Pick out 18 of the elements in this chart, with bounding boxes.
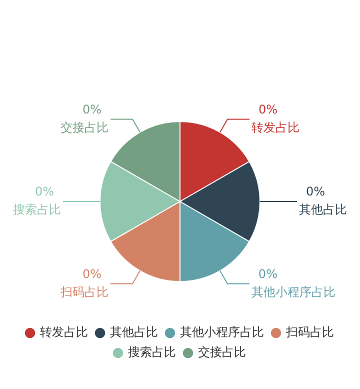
legend-label: 扫码占比 xyxy=(285,325,334,340)
text: 0% xyxy=(82,266,102,281)
text: 0% xyxy=(306,184,325,199)
slice-label: 扫码占比 xyxy=(59,284,108,299)
slice-label: 其他小程序占比 xyxy=(251,284,336,299)
slice-label: 交接占比 xyxy=(60,120,109,134)
slice-label: 转发占比 xyxy=(252,120,300,134)
text: 0% xyxy=(258,266,278,281)
slice-label: 其他占比 xyxy=(299,202,347,217)
legend-label: 其他小程序占比 xyxy=(180,325,264,340)
text: 0% xyxy=(82,102,102,116)
text: 0% xyxy=(258,102,278,116)
text: 0% xyxy=(35,184,54,199)
legend-label: 转发占比 xyxy=(40,325,88,340)
legend-label: 交接占比 xyxy=(198,345,246,360)
legend-label: 其他占比 xyxy=(110,325,158,340)
slice-label: 搜索占比 xyxy=(13,202,61,217)
legend-label: 搜索占比 xyxy=(128,345,176,360)
